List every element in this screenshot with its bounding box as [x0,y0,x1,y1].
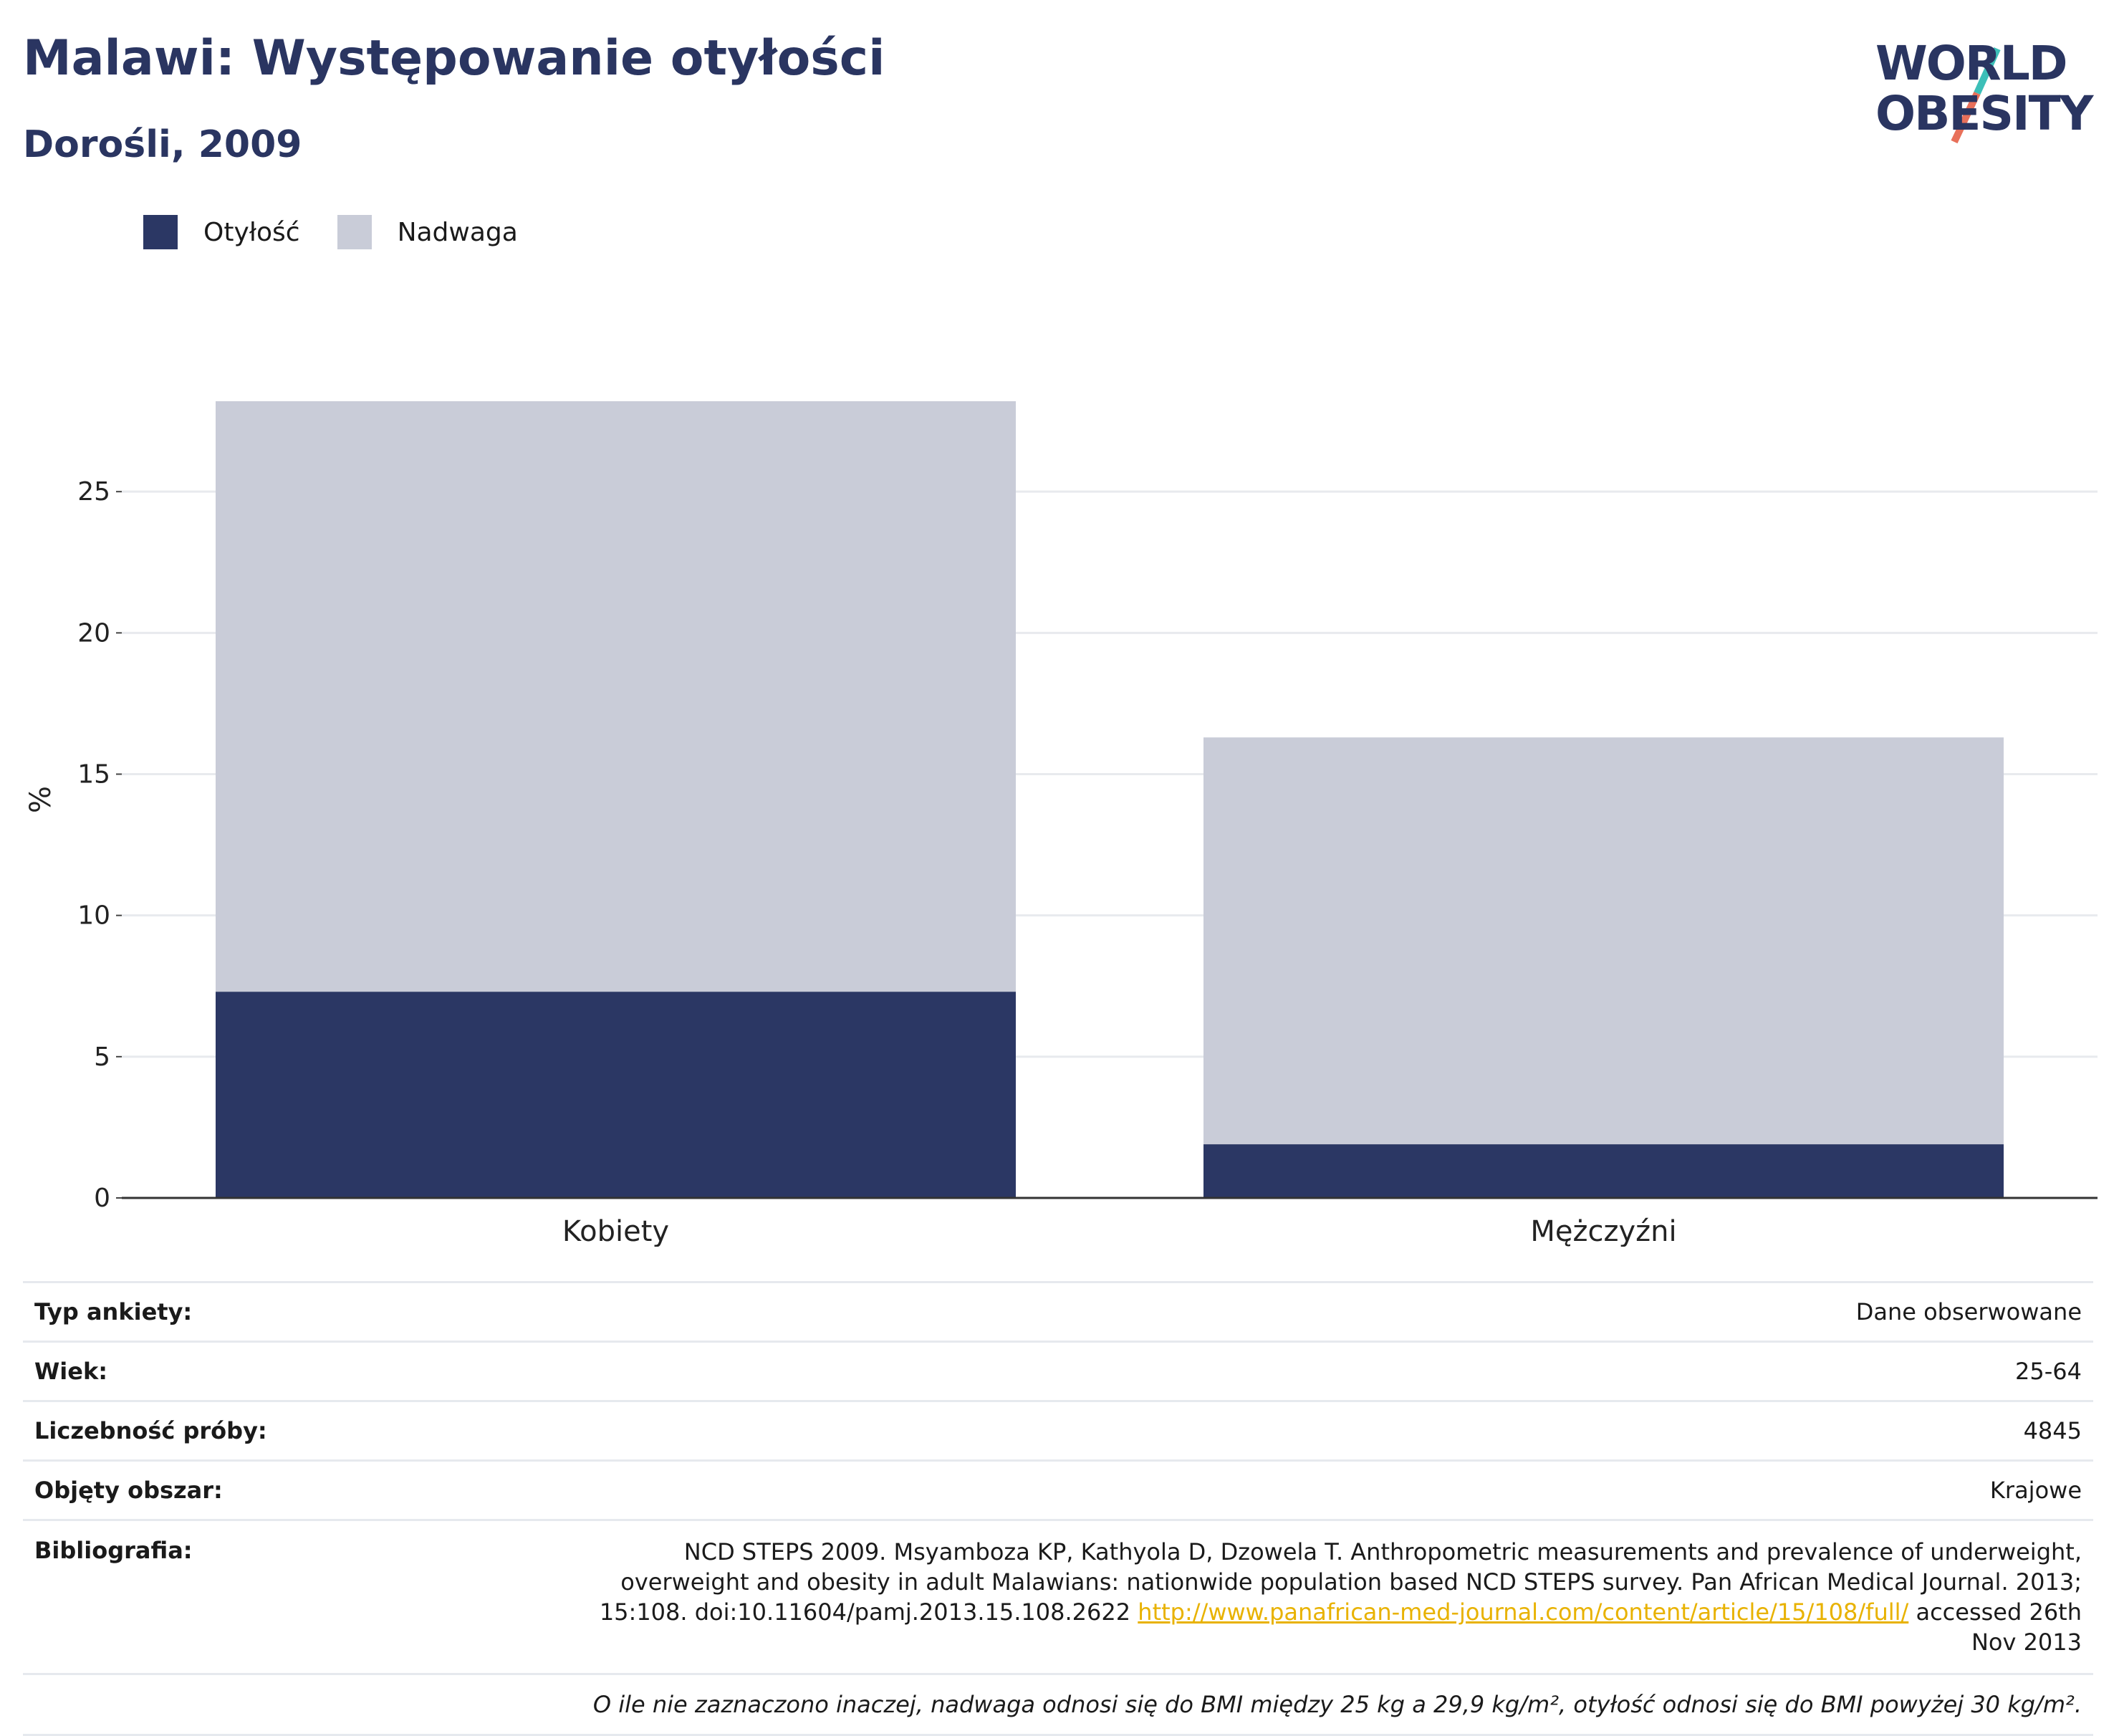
meta-label: Wiek: [34,1358,108,1385]
bibliography-citation: NCD STEPS 2009. Msyamboza KP, Kathyola D… [599,1538,2082,1626]
world-obesity-logo: WORLD OBESITY [1870,29,2099,158]
meta-row-note: O ile nie zaznaczono inaczej, nadwaga od… [23,1673,2093,1736]
meta-row-survey-type: Typ ankiety: Dane obserwowane [23,1281,2093,1341]
y-axis-label: % [24,786,57,813]
meta-label: Objęty obszar: [34,1477,223,1504]
logo-line2: OBESITY [1875,86,2093,141]
bar-obesity [1203,1144,2004,1198]
bibliography-link[interactable]: http://www.panafrican-med-journal.com/co… [1138,1598,1909,1626]
bar-overweight [1203,737,2004,1145]
chart-subtitle: Dorośli, 2009 [23,123,302,166]
meta-label: Liczebność próby: [34,1417,267,1444]
bar-obesity [216,992,1016,1198]
metadata-table: Typ ankiety: Dane obserwowane Wiek: 25-6… [23,1281,2093,1736]
meta-row-sample-size: Liczebność próby: 4845 [23,1400,2093,1459]
logo-line1: WORLD [1875,36,2068,91]
legend-swatch-obesity [143,215,178,249]
bibliography-accessed: accessed 26th Nov 2013 [1916,1598,2082,1656]
meta-row-bibliography: Bibliografia: NCD STEPS 2009. Msyamboza … [23,1519,2093,1673]
y-tick-label: 5 [94,1042,110,1072]
chart-legend: Otyłość Nadwaga [143,215,555,249]
meta-value: 25-64 [2015,1358,2082,1385]
x-tick-label: Kobiety [562,1215,669,1247]
legend-swatch-overweight [337,215,372,249]
legend-label-overweight: Nadwaga [397,217,518,247]
y-tick-label: 25 [77,477,110,507]
y-tick-label: 0 [94,1184,110,1213]
meta-value: 4845 [2023,1417,2082,1444]
y-tick-label: 15 [77,760,110,790]
bar-overweight [216,401,1016,992]
bmi-definition-note: O ile nie zaznaczono inaczej, nadwaga od… [592,1691,2082,1718]
y-tick-label: 20 [77,618,110,648]
meta-label: Typ ankiety: [34,1298,193,1325]
legend-label-obesity: Otyłość [203,217,300,247]
stacked-bar-chart: 0 5 10 15 20 25% Kobiety Mężczyźni [24,401,2098,1247]
meta-value: Krajowe [1989,1477,2082,1504]
logo-slash-icon [1951,47,2001,144]
meta-row-area: Objęty obszar: Krajowe [23,1459,2093,1519]
meta-value: Dane obserwowane [1855,1298,2082,1325]
y-tick-label: 10 [77,901,110,931]
legend-item-overweight[interactable]: Nadwaga [337,215,518,249]
meta-row-age: Wiek: 25-64 [23,1341,2093,1400]
chart-title: Malawi: Występowanie otyłości [23,30,885,87]
meta-label: Bibliografia: [34,1537,193,1564]
x-tick-label: Mężczyźni [1530,1215,1676,1247]
bibliography-text: NCD STEPS 2009. Msyamboza KP, Kathyola D… [577,1537,2082,1657]
legend-item-obesity[interactable]: Otyłość [143,215,300,249]
